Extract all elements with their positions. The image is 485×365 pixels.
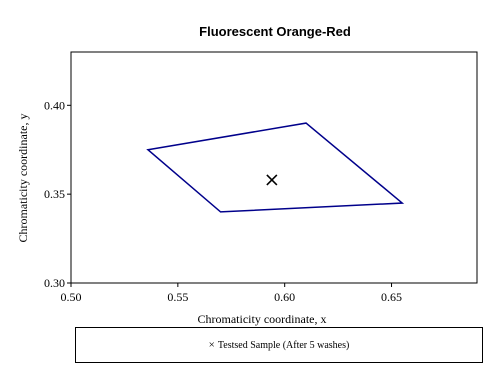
x-tick-label: 0.65 xyxy=(381,290,402,304)
x-tick-label: 0.50 xyxy=(61,290,82,304)
legend-marker-x-icon: × xyxy=(208,339,215,351)
x-axis: 0.50 0.55 0.60 0.65 xyxy=(61,283,402,304)
legend: × Testsed Sample (After 5 washes) xyxy=(75,327,483,363)
y-tick-label: 0.35 xyxy=(44,187,65,201)
x-tick-label: 0.55 xyxy=(167,290,188,304)
x-axis-label: Chromaticity coordinate, x xyxy=(198,312,327,326)
sample-marker-layer xyxy=(266,174,278,186)
chromaticity-boundary-layer xyxy=(146,122,405,213)
plot-area xyxy=(70,51,478,284)
y-tick-label: 0.30 xyxy=(44,276,65,290)
x-tick-label: 0.60 xyxy=(274,290,295,304)
y-tick-label: 0.40 xyxy=(44,98,65,112)
y-axis-label: Chromaticity coordinate, y xyxy=(16,114,30,243)
sample-point-x-marker xyxy=(266,174,278,186)
y-axis: 0.30 0.35 0.40 xyxy=(44,98,71,290)
chart-title: Fluorescent Orange-Red xyxy=(199,24,351,39)
legend-label: Testsed Sample (After 5 washes) xyxy=(217,339,350,351)
chromaticity-boundary-polygon xyxy=(146,122,405,213)
